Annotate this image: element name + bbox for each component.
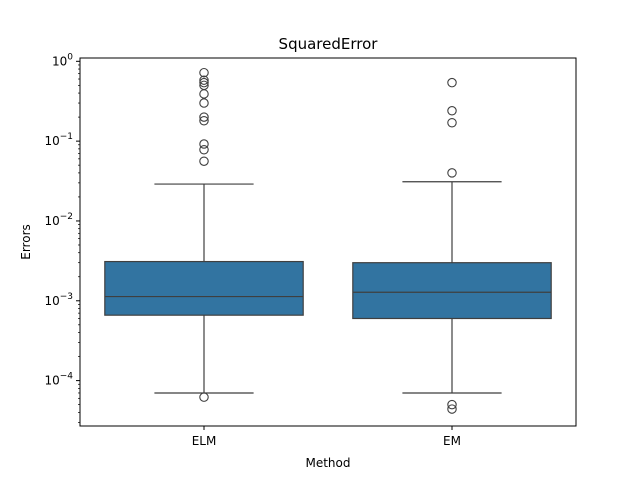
outlier-point [199, 112, 209, 122]
y-tick-label: 10−3 [44, 292, 73, 308]
iqr-box [104, 260, 304, 316]
outlier-point [447, 117, 457, 128]
box-elm [104, 67, 304, 402]
outlier-point [199, 116, 209, 126]
x-axis: ELM EM [192, 426, 461, 448]
axes-frame [79, 57, 577, 427]
outlier-point [447, 77, 457, 88]
outlier-point [199, 75, 209, 85]
chart-title: SquaredError [279, 35, 379, 53]
y-tick-label: 10−2 [44, 212, 73, 228]
plot-area [79, 57, 577, 427]
outlier-point [199, 392, 209, 402]
y-tick-label: 100 [52, 52, 73, 68]
outlier-point [447, 399, 457, 410]
x-axis-label: Method [305, 456, 350, 470]
outlier-point [199, 89, 209, 99]
outlier-point [199, 144, 209, 155]
outlier-point [199, 77, 209, 88]
outlier-point [447, 106, 457, 116]
outlier-point [447, 404, 457, 414]
outlier-point [447, 168, 457, 178]
outlier-point [199, 139, 209, 149]
outlier-point [199, 98, 209, 108]
box-em [352, 77, 552, 414]
outlier-point [199, 156, 209, 166]
x-tick-label: EM [443, 434, 461, 448]
x-tick-label: ELM [192, 434, 217, 448]
y-axis: 10−4 10−3 10−2 10−1 100 [44, 52, 80, 423]
outlier-point [199, 67, 209, 78]
y-axis-label: Errors [19, 224, 33, 260]
outlier-point [199, 80, 209, 91]
iqr-box [352, 262, 552, 320]
y-tick-label: 10−1 [44, 132, 73, 148]
y-tick-label: 10−4 [44, 372, 73, 388]
